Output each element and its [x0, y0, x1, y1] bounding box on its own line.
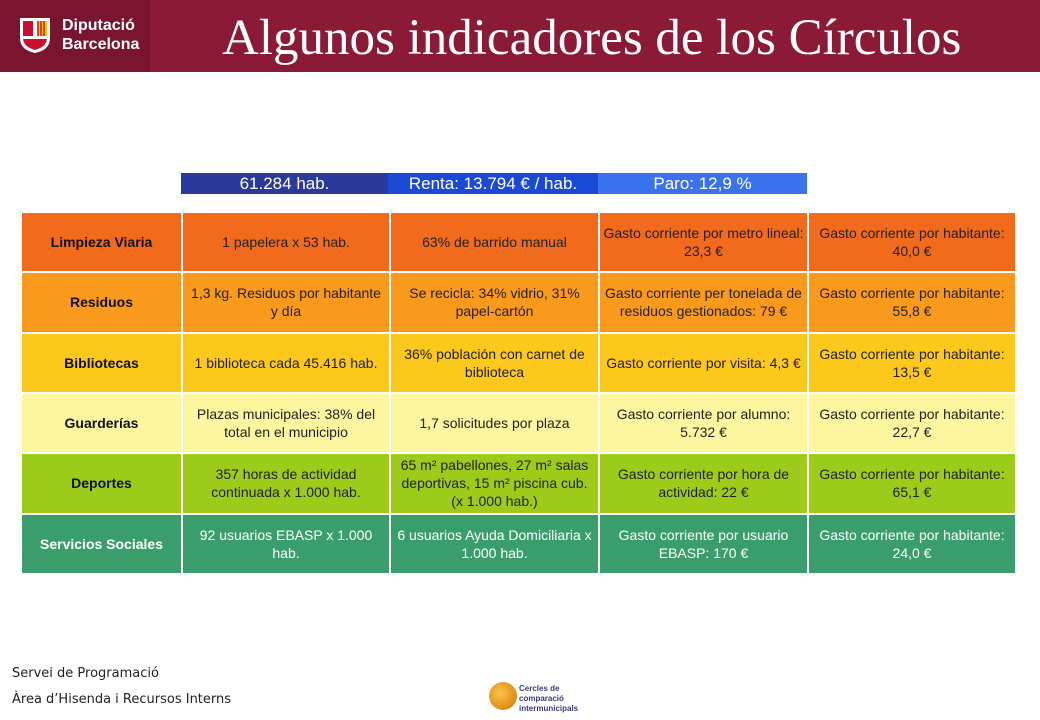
table-cell: Gasto corriente por hora de actividad: 2…	[598, 454, 807, 515]
logo[interactable]: Diputació Barcelona	[0, 0, 150, 72]
table-cell: Gasto corriente por metro lineal: 23,3 €	[598, 213, 807, 274]
footer-department: Servei de Programació	[12, 666, 159, 681]
row-label-residuos: Residuos	[22, 273, 181, 334]
cercles-logo-text: Cercles de comparació intermunicipals	[519, 684, 585, 714]
table-cell: Gasto corriente por habitante: 65,1 €	[807, 454, 1015, 515]
row-label-guarderias: Guarderías	[22, 393, 181, 455]
table-cell: Gasto corriente por habitante: 24,0 €	[807, 514, 1015, 575]
table-cell: Plazas municipales: 38% del total en el …	[181, 393, 389, 455]
table-cell: 1 biblioteca cada 45.416 hab.	[181, 333, 389, 394]
cercles-logo-line2: intermunicipals	[519, 704, 579, 713]
cercles-logo-line1: Cercles de comparació	[519, 684, 564, 703]
table-cell: Gasto corriente por habitante: 22,7 €	[807, 393, 1015, 455]
table-cell: 6 usuarios Ayuda Domiciliaria x 1.000 ha…	[389, 514, 598, 575]
row-label-bibliotecas: Bibliotecas	[22, 333, 181, 394]
logo-text-line2: Barcelona	[62, 36, 140, 53]
footer-area: Àrea d’Hisenda i Recursos Interns	[12, 692, 232, 707]
unemployment-band: Paro: 12,9 %	[598, 173, 807, 194]
table-cell: Gasto corriente per tonelada de residuos…	[598, 273, 807, 334]
table-cell: Gasto corriente por habitante: 55,8 €	[807, 273, 1015, 334]
table-cell: 1,3 kg. Residuos por habitante y día	[181, 273, 389, 334]
row-label-deportes: Deportes	[22, 454, 181, 515]
table-cell: 36% población con carnet de biblioteca	[389, 333, 598, 394]
table-cell: 1 papelera x 53 hab.	[181, 213, 389, 274]
table-cell: 63% de barrido manual	[389, 213, 598, 274]
table-cell: Gasto corriente por habitante: 13,5 €	[807, 333, 1015, 394]
population-band: 61.284 hab.	[181, 173, 388, 194]
diputacio-shield-icon	[20, 18, 50, 53]
table-cell: 65 m² pabellones, 27 m² salas deportivas…	[389, 454, 598, 515]
cercles-logo: Cercles de comparació intermunicipals	[489, 680, 585, 714]
row-label-limpieza: Limpieza Viaria	[22, 213, 181, 274]
logo-text: Diputació Barcelona	[62, 16, 139, 54]
table-cell: Se recicla: 34% vidrio, 31% papel-cartón	[389, 273, 598, 334]
table-cell: Gasto corriente por visita: 4,3 €	[598, 333, 807, 394]
logo-text-line1: Diputació	[62, 17, 135, 34]
table-cell: Gasto corriente por alumno: 5.732 €	[598, 393, 807, 455]
row-label-servicios-sociales: Servicios Sociales	[22, 514, 181, 575]
table-cell: Gasto corriente por habitante: 40,0 €	[807, 213, 1015, 274]
indicators-table: Limpieza Viaria 1 papelera x 53 hab. 63%…	[22, 213, 1015, 575]
income-band: Renta: 13.794 € / hab.	[388, 173, 598, 194]
page-title: Algunos indicadores de los Círculos	[222, 10, 962, 66]
header-bar: Diputació Barcelona Algunos indicadores …	[0, 0, 1040, 72]
cercles-emblem-icon	[489, 682, 517, 710]
table-cell: 92 usuarios EBASP x 1.000 hab.	[181, 514, 389, 575]
table-cell: 357 horas de actividad continuada x 1.00…	[181, 454, 389, 515]
table-cell: Gasto corriente por usuario EBASP: 170 €	[598, 514, 807, 575]
table-cell: 1,7 solicitudes por plaza	[389, 393, 598, 455]
